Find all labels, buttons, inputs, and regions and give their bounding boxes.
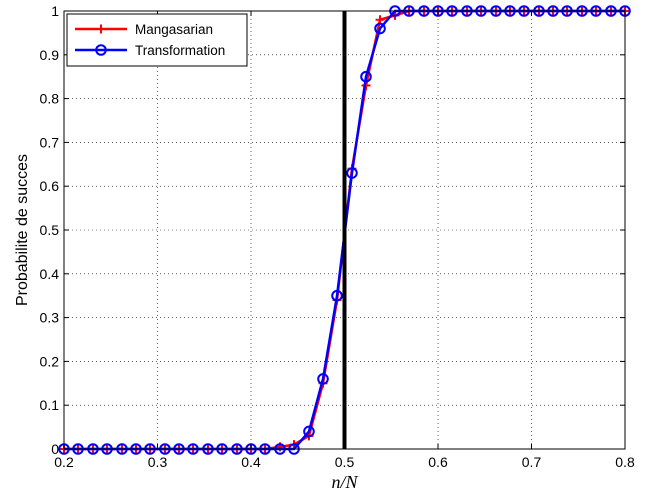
y-tick-label: 0.5 [40, 222, 60, 238]
y-tick-label: 0.7 [40, 134, 60, 150]
axis-ticks [63, 10, 626, 450]
data-point [346, 167, 358, 179]
data-point [374, 22, 386, 35]
y-axis-label: Probabilite de succes [14, 154, 31, 306]
y-tick-label: 0.6 [40, 178, 60, 194]
data-point [331, 289, 343, 302]
legend-label: Mangasarian [135, 22, 213, 37]
x-axis-label: n/N [331, 472, 358, 492]
legend-item: Mangasarian [75, 22, 213, 37]
x-tick-label: 0.7 [522, 454, 542, 470]
legend-box [66, 13, 248, 67]
y-tick-label: 0.3 [40, 310, 60, 326]
legend-marker [96, 24, 106, 34]
x-tick-label: 0.8 [615, 454, 635, 470]
y-tick-label: 0 [51, 441, 59, 457]
x-tick-label: 0.2 [54, 454, 74, 470]
legend-item: Transformation [75, 43, 225, 58]
x-tick-label: 0.6 [428, 454, 448, 470]
y-tick-label: 0.9 [40, 47, 60, 63]
y-tick-label: 1 [51, 3, 59, 19]
y-tick-label: 0.4 [40, 266, 60, 282]
data-point [360, 70, 372, 83]
data-point [317, 373, 329, 385]
legend-marker [95, 44, 107, 56]
y-tick-label: 0.2 [40, 353, 60, 369]
x-tick-label: 0.3 [148, 454, 168, 470]
legend: Mangasarian Transformation [66, 13, 248, 67]
x-tick-label: 0.4 [241, 454, 261, 470]
x-tick-label: 0.5 [335, 454, 355, 470]
y-tick-label: 0.1 [40, 397, 60, 413]
legend-label: Transformation [135, 43, 225, 58]
tick-labels: 0.2 0.3 0.4 0.5 0.6 0.7 0.8 0 0.1 0.2 0.3 0.4 0.5 0.6… [40, 3, 635, 470]
data-point [303, 425, 315, 438]
y-tick-label: 0.8 [40, 91, 60, 107]
